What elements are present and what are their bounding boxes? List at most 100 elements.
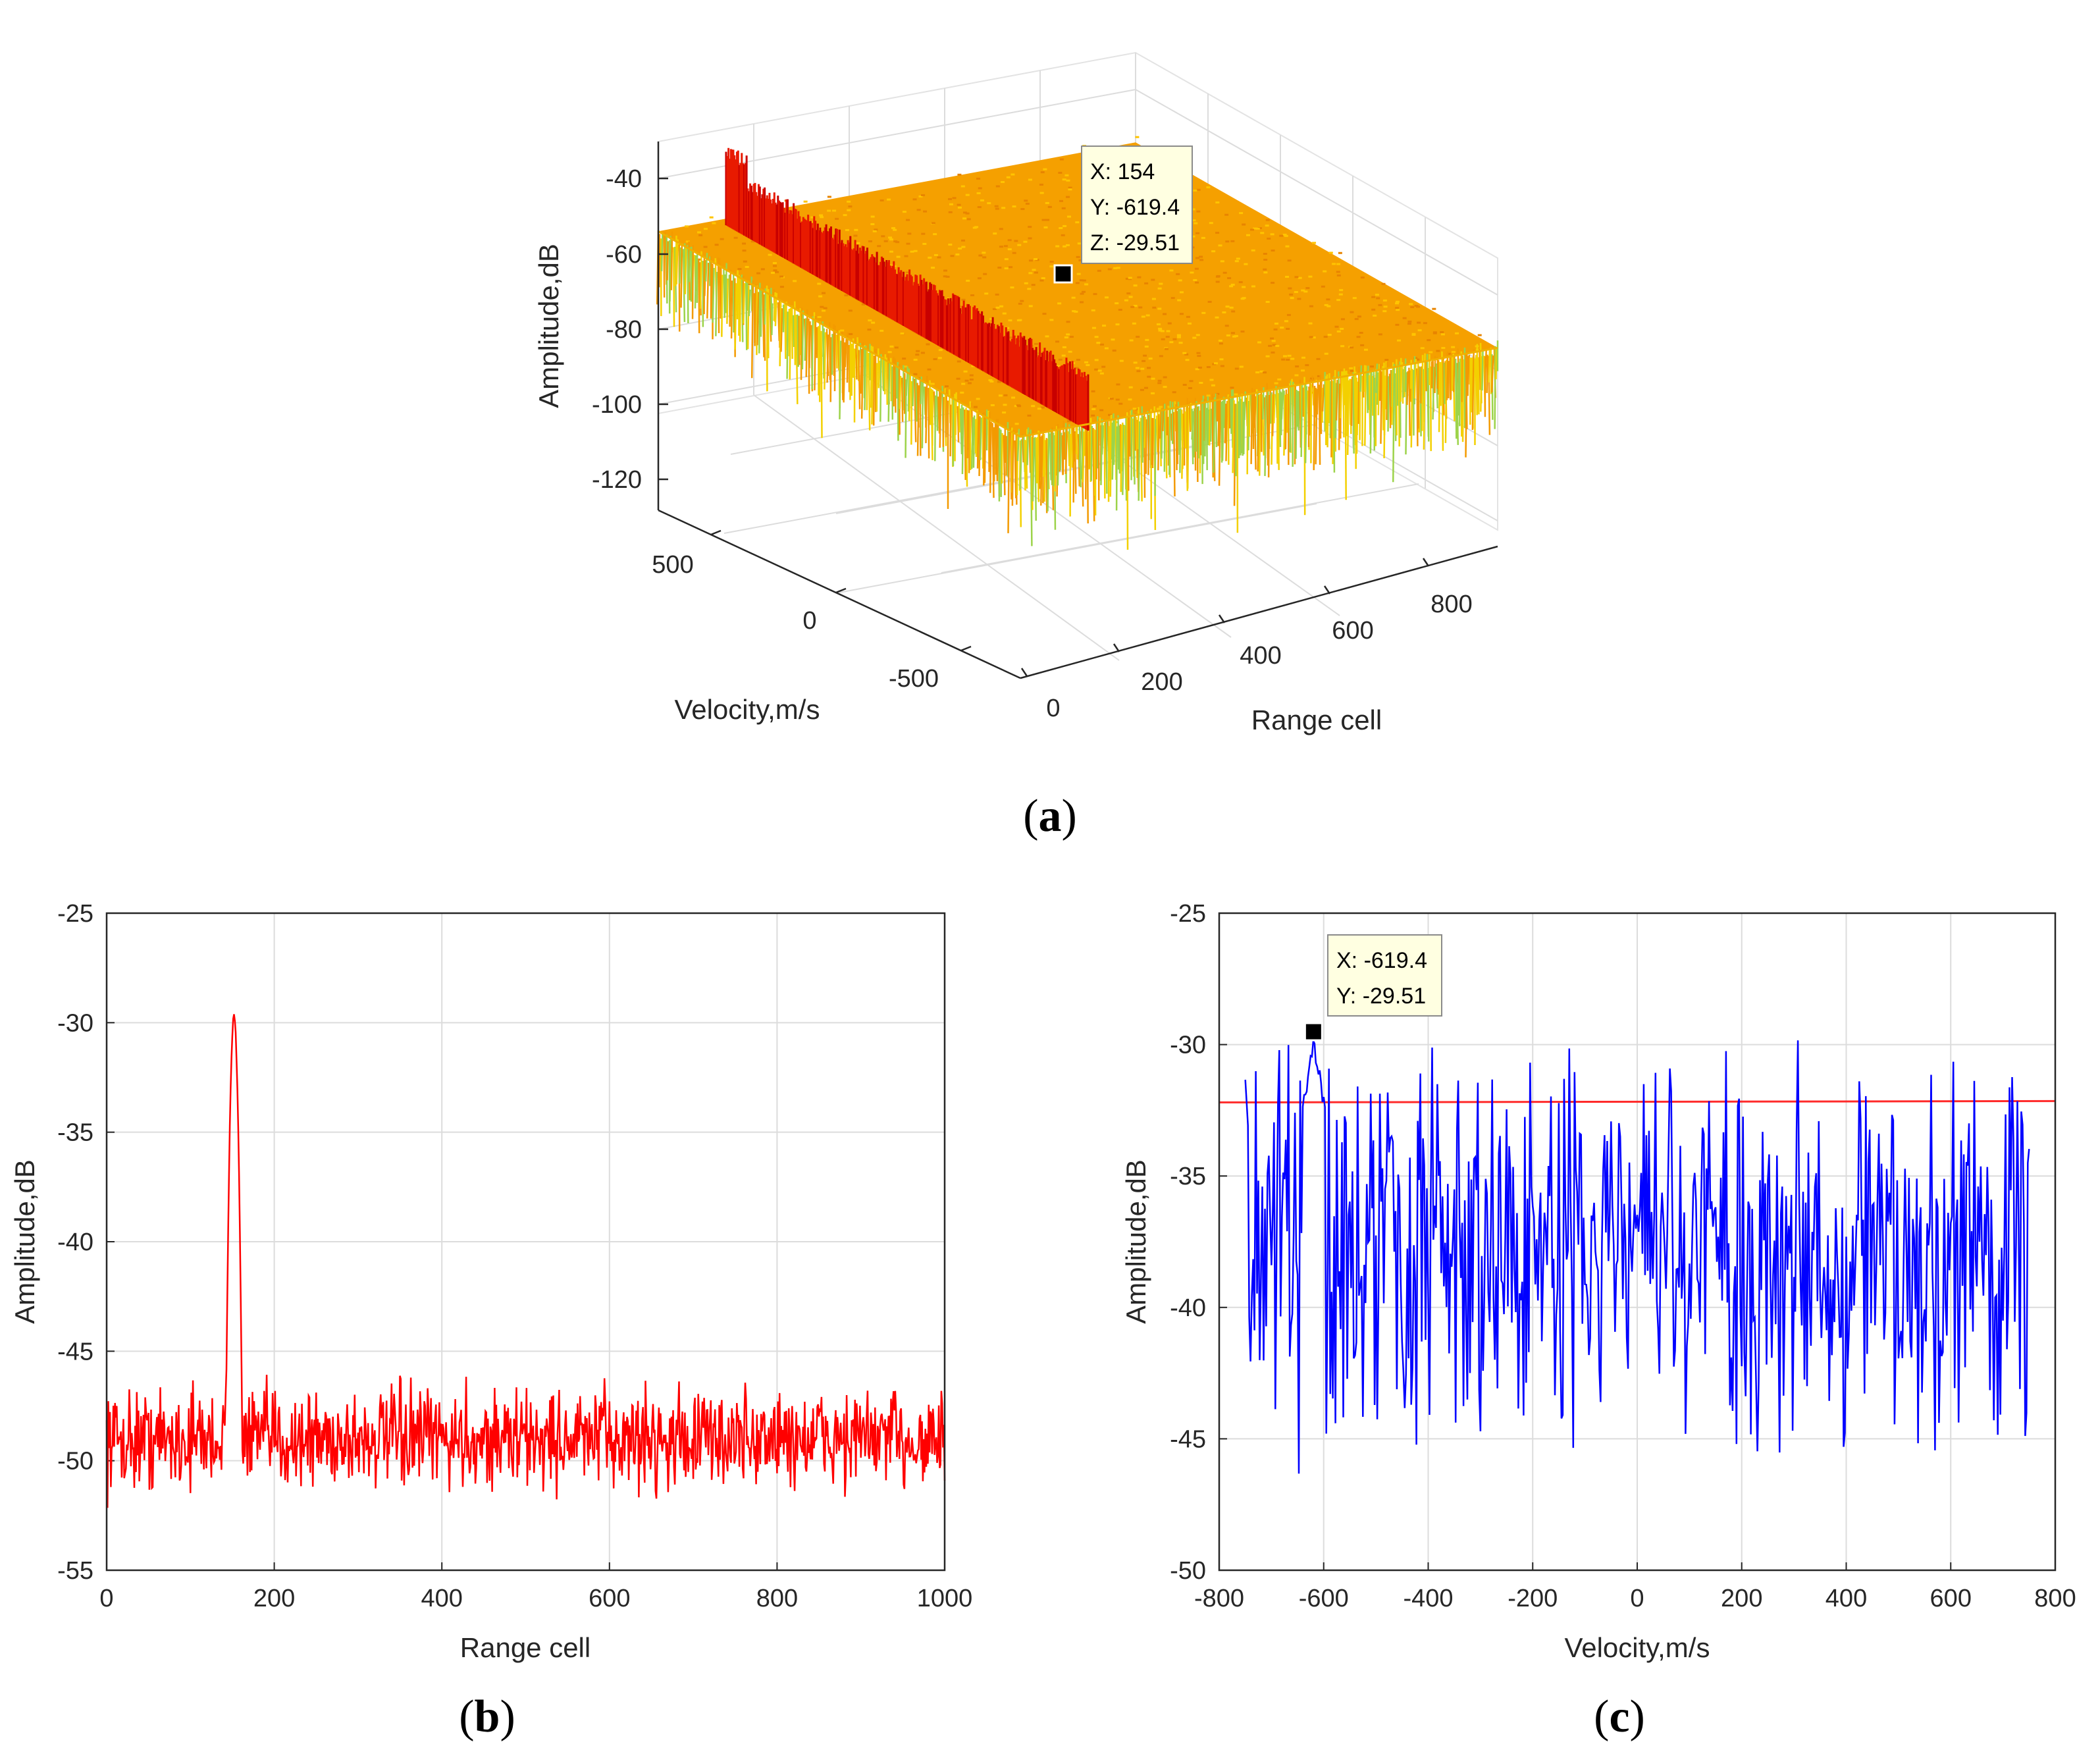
surface-speckle <box>1429 351 1433 354</box>
surface-spike <box>1001 433 1003 484</box>
surface-spike <box>792 315 795 347</box>
surface-spike <box>897 361 899 441</box>
surface-speckle <box>1308 275 1313 278</box>
surface-speckle <box>955 253 960 256</box>
surface-speckle <box>1128 296 1133 298</box>
surface-speckle <box>965 194 970 196</box>
surface-speckle <box>1151 298 1156 300</box>
panel-c-datatip[interactable]: X: -619.4 Y: -29.51 <box>1327 934 1442 1017</box>
surface-speckle <box>1049 319 1054 321</box>
surface-speckle <box>1119 359 1124 362</box>
surface-spike <box>1161 409 1164 459</box>
surface-speckle <box>1197 366 1202 369</box>
surface-spike <box>907 368 910 412</box>
surface-speckle <box>1301 289 1305 292</box>
surface-spike <box>1007 431 1011 533</box>
surface-spike <box>1410 369 1413 448</box>
surface-spike <box>1125 416 1128 501</box>
surface-spike <box>1417 366 1421 429</box>
surface-speckle <box>1001 180 1005 183</box>
surface-speckle <box>1301 356 1306 359</box>
surface-speckle <box>1084 283 1089 286</box>
surface-spike <box>1458 358 1461 427</box>
surface-speckle <box>1282 355 1287 358</box>
surface-speckle <box>1145 338 1149 341</box>
surface-speckle <box>1298 277 1302 279</box>
surface-speckle <box>773 265 777 267</box>
surface-speckle <box>1259 370 1264 373</box>
surface-speckle <box>870 215 875 218</box>
surface-speckle <box>995 293 999 296</box>
surface-speckle <box>1142 359 1146 362</box>
panel-b-y-axis-label: Amplitude,dB <box>9 1159 40 1324</box>
surface-speckle <box>1199 259 1204 261</box>
velocity-axis-line <box>658 509 1021 679</box>
surface-spike <box>1042 434 1045 477</box>
surface-speckle <box>1059 226 1063 229</box>
surface-speckle <box>1272 344 1276 346</box>
panel-a-datatip[interactable]: X: 154 Y: -619.4 Z: -29.51 <box>1081 146 1193 264</box>
surface-spike <box>1383 375 1386 459</box>
surface-speckle <box>1039 279 1044 282</box>
surface-speckle <box>1242 223 1246 226</box>
surface-speckle <box>856 242 860 244</box>
surface-spike <box>843 342 846 403</box>
surface-spike <box>1368 375 1371 435</box>
datatip-marker[interactable] <box>1303 1022 1323 1042</box>
surface-speckle <box>1109 398 1114 400</box>
surface-spike <box>1221 396 1225 461</box>
surface-speckle <box>1195 281 1199 284</box>
surface-spike <box>678 244 681 332</box>
surface-speckle <box>1080 292 1084 295</box>
surface-speckle <box>980 199 984 201</box>
surface-speckle <box>1220 260 1224 263</box>
surface-speckle <box>1084 361 1089 363</box>
surface-spike <box>736 270 739 320</box>
surface-speckle <box>1166 330 1170 332</box>
surface-speckle <box>1093 293 1097 296</box>
surface-speckle <box>1195 257 1199 259</box>
surface-spike <box>879 354 882 422</box>
surface-speckle <box>920 352 925 354</box>
surface-speckle <box>938 349 943 352</box>
surface-spike <box>1319 381 1323 419</box>
surface-speckle <box>742 250 747 252</box>
surface-speckle <box>1076 273 1081 275</box>
datatip-x: X: 154 <box>1090 159 1155 184</box>
surface-speckle <box>915 354 920 356</box>
surface-speckle <box>1031 284 1036 286</box>
surface-speckle <box>999 246 1003 248</box>
surface-speckle <box>1234 260 1239 263</box>
velocity-profile-line <box>1244 1038 2030 1474</box>
surface-speckle <box>1008 319 1012 322</box>
surface-speckle <box>1128 277 1132 279</box>
surface-speckle <box>1230 240 1235 242</box>
surface-spike <box>1034 437 1037 521</box>
surface-spike <box>928 388 930 459</box>
surface-speckle <box>1263 371 1267 374</box>
surface-speckle <box>872 230 877 232</box>
range-tick-label: 400 <box>1240 642 1281 670</box>
surface-speckle <box>1043 226 1048 228</box>
surface-spike <box>975 410 978 458</box>
surface-speckle <box>1156 323 1161 326</box>
surface-speckle <box>1188 386 1192 389</box>
surface-speckle <box>1039 183 1043 186</box>
datatip-marker[interactable] <box>1053 264 1073 284</box>
surface-speckle <box>1133 284 1138 287</box>
surface-spike <box>1329 381 1332 438</box>
surface-speckle <box>1034 342 1039 345</box>
panel-b-axes-box <box>105 912 946 1572</box>
surface-spike <box>1055 426 1058 476</box>
surface-speckle <box>894 346 899 349</box>
surface-spike <box>868 352 871 431</box>
surface-speckle <box>1027 288 1032 290</box>
surface-speckle <box>1285 275 1290 278</box>
surface-speckle <box>970 294 975 297</box>
surface-edge <box>658 230 1498 438</box>
surface-spike <box>801 310 804 370</box>
surface-speckle <box>1402 317 1407 319</box>
surface-speckle <box>1194 267 1199 270</box>
surface-speckle <box>1384 359 1389 361</box>
surface-speckle <box>1267 237 1271 240</box>
